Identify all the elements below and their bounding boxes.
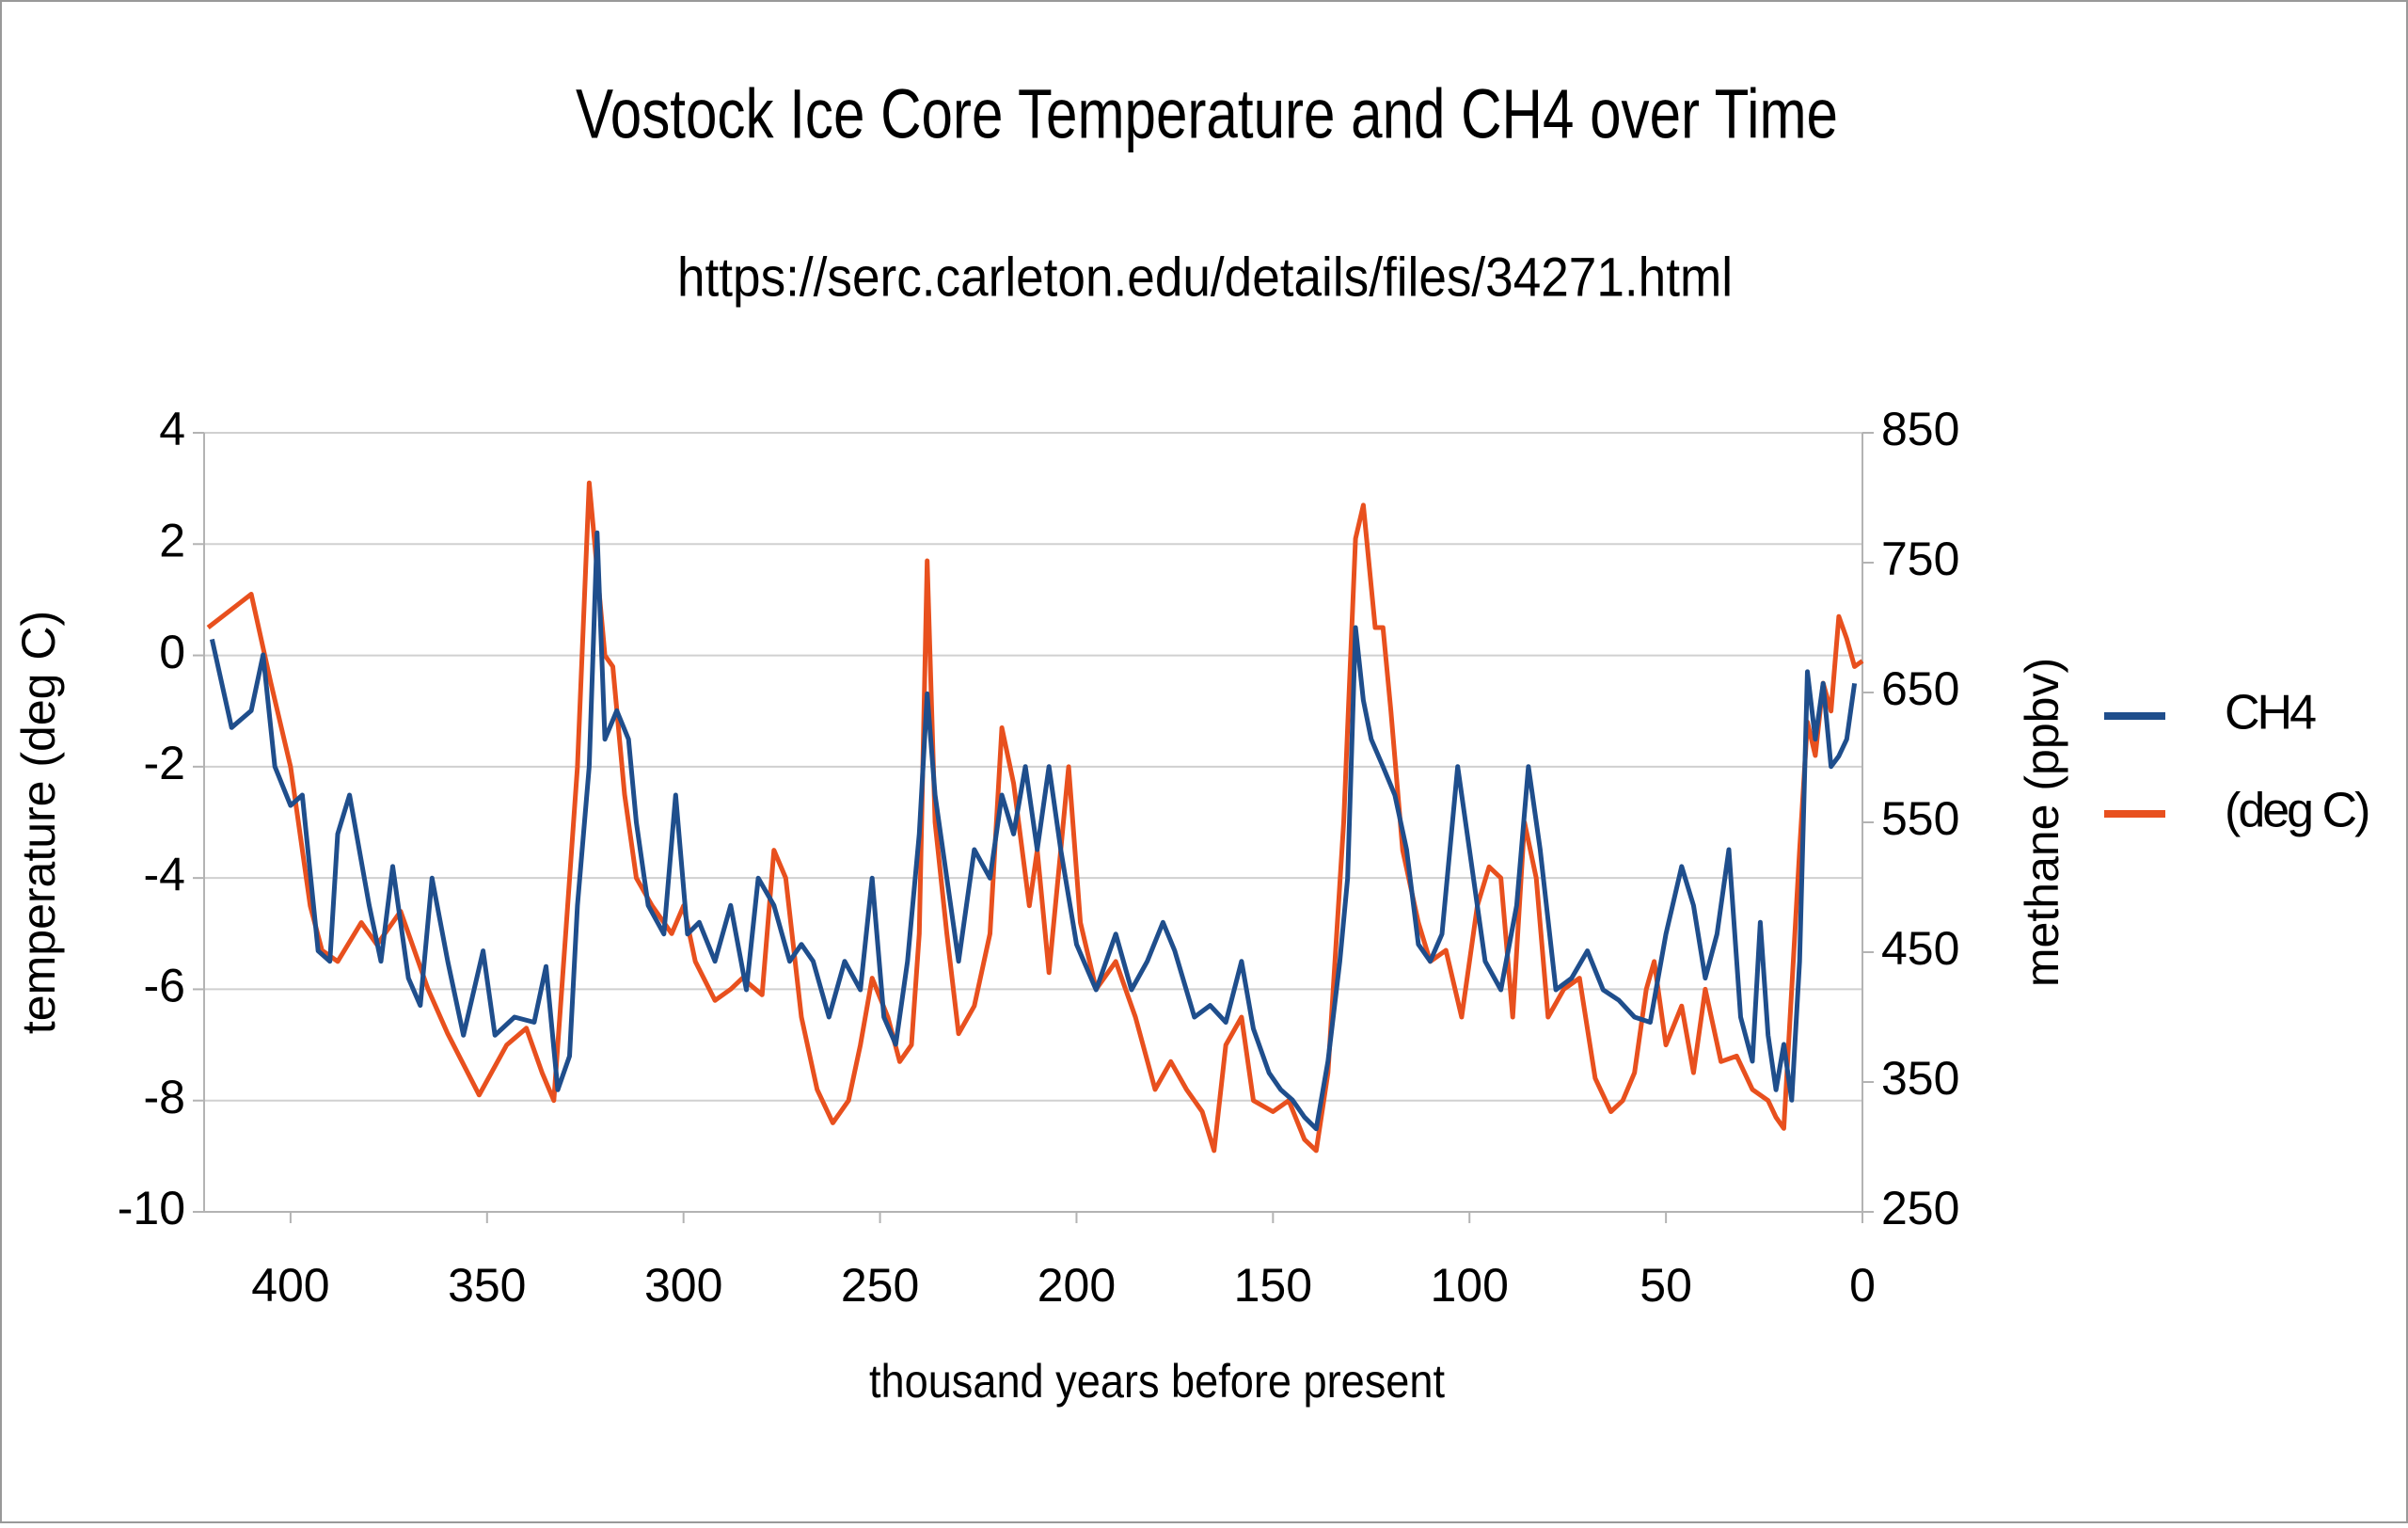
x-tick-label: 300 <box>644 1259 722 1312</box>
y-tick-label: 2 <box>159 514 185 566</box>
y2-tick-label: 350 <box>1881 1052 1959 1105</box>
y2-tick-label: 450 <box>1881 922 1959 975</box>
y-tick-label: -10 <box>118 1182 185 1234</box>
x-tick-label: 350 <box>448 1259 526 1312</box>
y-tick-label: -2 <box>144 737 185 789</box>
y2-axis-title: methane (ppbv) <box>2016 658 2068 987</box>
y-tick-label: -8 <box>144 1071 185 1123</box>
legend-label: CH4 <box>2225 686 2316 740</box>
y-tick-label: 0 <box>159 626 185 678</box>
y2-tick-label: 850 <box>1881 403 1959 455</box>
chart-title: Vostock Ice Core Temperature and CH4 ove… <box>576 75 1838 153</box>
y2-tick-label: 550 <box>1881 792 1959 845</box>
y-axis-title: temperature (deg C) <box>12 611 65 1034</box>
y-tick-label: -4 <box>144 848 185 900</box>
y-tick-label: -6 <box>144 960 185 1012</box>
y2-tick-label: 650 <box>1881 662 1959 715</box>
x-tick-label: 150 <box>1234 1259 1312 1312</box>
x-tick-label: 50 <box>1640 1259 1692 1312</box>
y2-tick-label: 250 <box>1881 1182 1959 1234</box>
x-tick-label: 400 <box>251 1259 329 1312</box>
x-axis-title: thousand years before present <box>869 1355 1445 1408</box>
series-line <box>209 530 1858 1132</box>
x-tick-label: 250 <box>841 1259 919 1312</box>
y2-tick-label: 750 <box>1881 533 1959 585</box>
legend-label: (deg C) <box>2225 784 2368 838</box>
y-tick-label: 4 <box>159 403 185 455</box>
x-tick-label: 200 <box>1038 1259 1116 1312</box>
chart-subtitle: https://serc.carleton.edu/details/files/… <box>677 247 1733 308</box>
x-tick-label: 0 <box>1849 1259 1876 1312</box>
x-tick-label: 100 <box>1431 1259 1509 1312</box>
